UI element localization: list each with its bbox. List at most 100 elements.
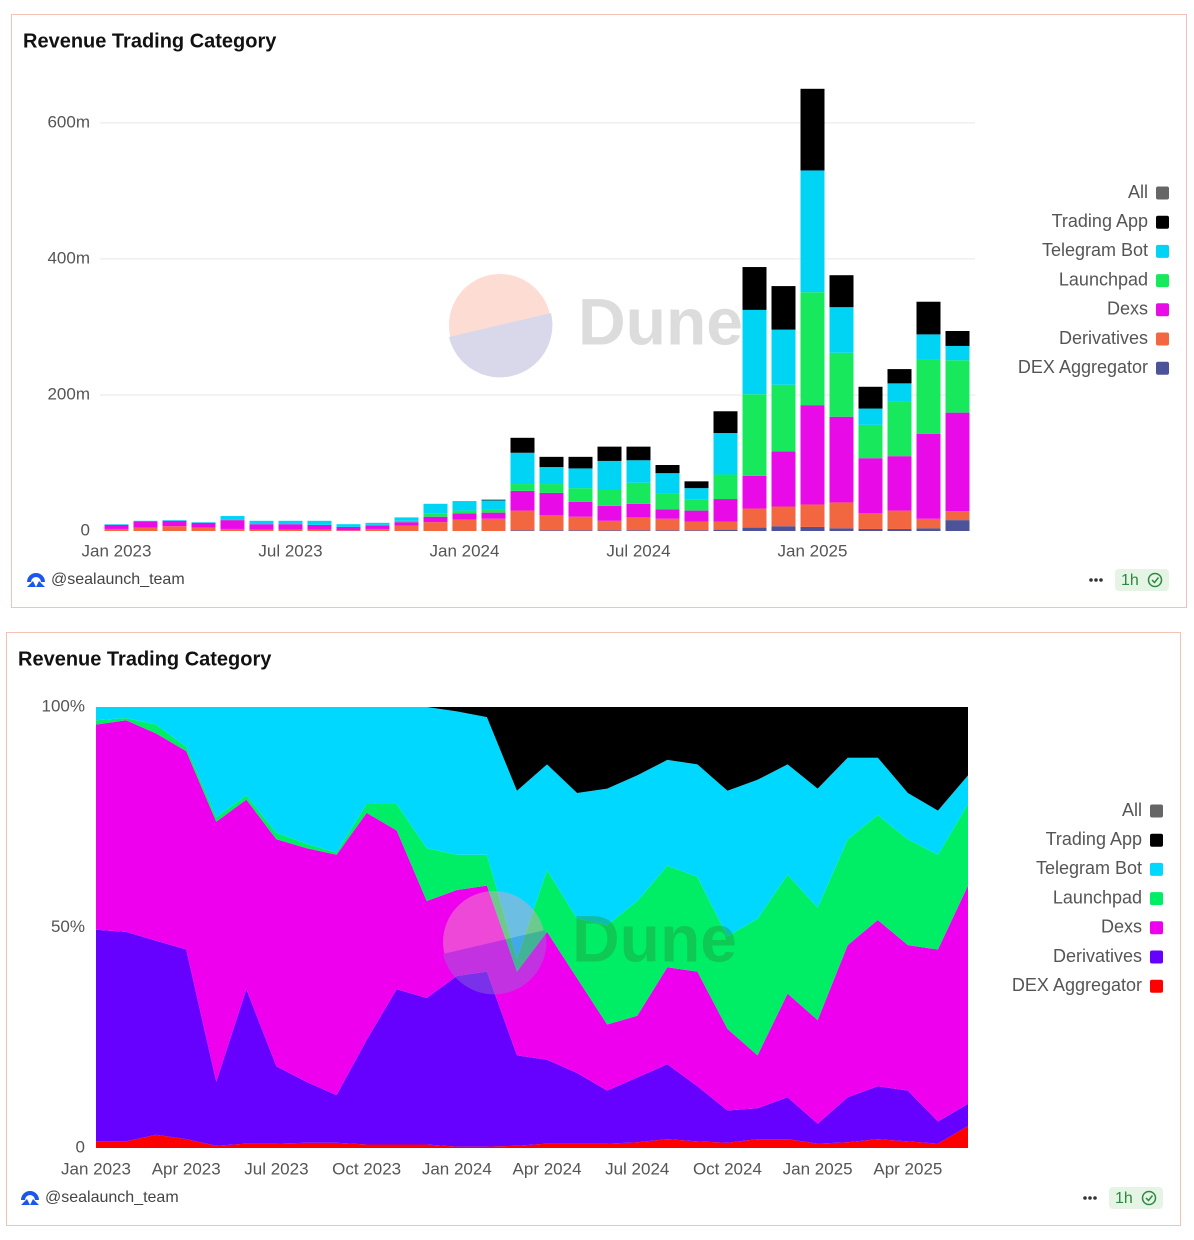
bar-segment xyxy=(742,394,767,476)
bar-segment xyxy=(713,529,738,531)
y-tick-label: 400m xyxy=(47,248,90,267)
y-tick-label: 0 xyxy=(76,1137,85,1156)
bar-segment xyxy=(916,433,941,519)
bar-segment xyxy=(626,482,651,504)
legend-label: DEX Aggregator xyxy=(1018,357,1148,377)
bar-segment xyxy=(655,465,680,474)
legend-item[interactable]: All xyxy=(1122,800,1163,820)
bar-segment xyxy=(191,527,216,531)
bar-segment xyxy=(220,528,245,531)
legend-item[interactable]: Trading App xyxy=(1046,829,1163,849)
x-tick-label: Oct 2023 xyxy=(332,1159,401,1178)
author-logo xyxy=(27,573,45,587)
x-tick-label: Jul 2024 xyxy=(606,541,670,560)
legend-item[interactable]: Dexs xyxy=(1107,299,1169,319)
bar-segment xyxy=(220,516,245,520)
bar-segment xyxy=(307,520,332,525)
watermark-logo xyxy=(443,930,547,995)
legend-swatch xyxy=(1150,804,1163,818)
bar-segment xyxy=(423,513,448,517)
more-menu-dot xyxy=(1094,578,1098,582)
bar-segment xyxy=(742,527,767,531)
legend-item[interactable]: Derivatives xyxy=(1059,328,1169,348)
bar-segment xyxy=(481,518,506,531)
bar-segment xyxy=(945,330,970,346)
legend-item[interactable]: Dexs xyxy=(1101,917,1163,937)
x-tick-label: Jul 2023 xyxy=(244,1159,308,1178)
legend-item[interactable]: Telegram Bot xyxy=(1036,858,1163,878)
bar-segment xyxy=(684,510,709,522)
bar-segment xyxy=(133,521,158,528)
bar-segment xyxy=(800,504,825,527)
bar-segment xyxy=(104,524,129,529)
legend-swatch xyxy=(1150,892,1163,906)
bar-segment xyxy=(365,522,390,525)
y-tick-label: 0 xyxy=(81,520,90,539)
refresh-check xyxy=(1151,577,1160,584)
bar-segment xyxy=(829,416,854,503)
bar-segment xyxy=(452,501,477,511)
bar-segment xyxy=(336,526,361,531)
bar-segment xyxy=(916,334,941,360)
legend-item[interactable]: Launchpad xyxy=(1059,269,1169,289)
bar-segment xyxy=(191,522,216,528)
bar-segment xyxy=(626,530,651,531)
legend-item[interactable]: DEX Aggregator xyxy=(1018,357,1169,377)
bar-segment xyxy=(916,518,941,529)
area xyxy=(96,1125,968,1148)
bar-segment xyxy=(597,460,622,490)
bar-segment xyxy=(307,529,332,531)
bar-segment xyxy=(104,528,129,531)
legend-label: Dexs xyxy=(1107,299,1148,319)
bar-segment xyxy=(655,473,680,494)
bar-segment xyxy=(278,520,303,525)
legend-item[interactable]: DEX Aggregator xyxy=(1012,975,1163,995)
bar-segment xyxy=(452,510,477,514)
area xyxy=(96,707,968,959)
bar-segment xyxy=(133,520,158,522)
legend-label: All xyxy=(1128,182,1148,202)
bar-segment xyxy=(829,275,854,308)
legend-label: Derivatives xyxy=(1059,328,1148,348)
y-tick-label: 600m xyxy=(47,112,90,131)
bar-segment xyxy=(452,513,477,520)
legend-item[interactable]: Telegram Bot xyxy=(1042,240,1169,260)
bar-segment xyxy=(945,360,970,413)
bar-segment xyxy=(887,383,912,402)
author: @sealaunch_team xyxy=(51,571,185,588)
legend-swatch xyxy=(1156,244,1169,258)
bar-segment xyxy=(655,509,680,519)
bar-segment xyxy=(800,292,825,406)
legend-label: All xyxy=(1122,800,1142,820)
bar-segment xyxy=(916,528,941,531)
bar-segment xyxy=(916,301,941,335)
bar-segment xyxy=(945,520,970,531)
bar-segment xyxy=(742,267,767,310)
legend-item[interactable]: Launchpad xyxy=(1053,887,1163,907)
legend-item[interactable]: Trading App xyxy=(1052,211,1169,231)
bar-segment xyxy=(684,488,709,500)
watermark-text: Dune xyxy=(578,284,743,358)
bar-segment xyxy=(510,452,535,485)
bar-segment xyxy=(249,524,274,530)
legend-swatch xyxy=(1156,186,1169,200)
bar-segment xyxy=(945,345,970,361)
legend-item[interactable]: All xyxy=(1128,182,1169,202)
bar-segment xyxy=(887,401,912,457)
author-logo xyxy=(21,1191,39,1205)
bar-segment xyxy=(684,481,709,489)
legend-item[interactable]: Derivatives xyxy=(1053,946,1163,966)
legend-label: Launchpad xyxy=(1053,887,1142,907)
bar-segment xyxy=(162,526,187,531)
bar-segment xyxy=(423,522,448,531)
bar-segment xyxy=(887,510,912,529)
legend-label: Trading App xyxy=(1052,211,1148,231)
bar-segment xyxy=(423,503,448,514)
bar-segment xyxy=(191,522,216,523)
bar-segment xyxy=(539,467,564,485)
bar-segment xyxy=(539,456,564,468)
bar-segment xyxy=(336,524,361,527)
bar-segment xyxy=(626,503,651,518)
bar-segment xyxy=(133,527,158,531)
